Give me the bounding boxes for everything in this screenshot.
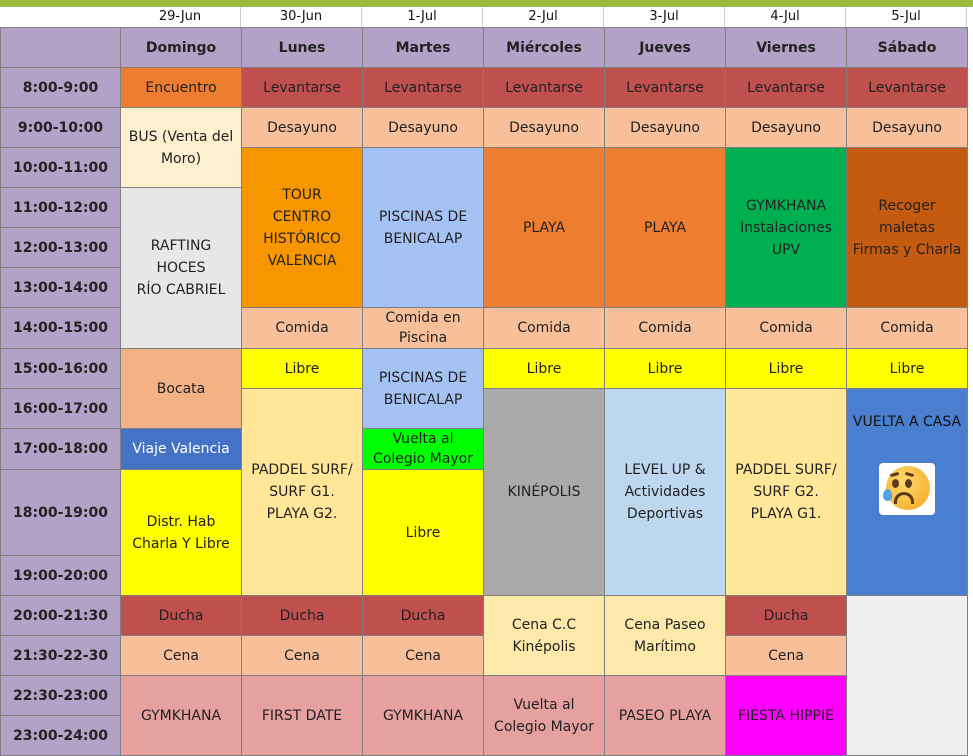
time-label: 15:00-16:00 (0, 348, 121, 389)
activity-cell: FIRST DATE (241, 675, 363, 756)
activity-cell: PISCINAS DE BENICALAP (362, 348, 484, 429)
activity-cell: PLAYA (604, 147, 726, 308)
time-label: 13:00-14:00 (0, 267, 121, 308)
activity-cell: Libre (725, 348, 847, 389)
activity-cell: Levantarse (362, 67, 484, 108)
activity-cell: PLAYA (483, 147, 605, 308)
activity-cell: Libre (604, 348, 726, 389)
activity-cell: Comida (604, 307, 726, 349)
activity-cell: RAFTING HOCES RÍO CABRIEL (120, 187, 242, 349)
activity-cell: Bocata (120, 348, 242, 429)
day-header: Viernes (725, 27, 847, 68)
activity-cell: Desayuno (241, 107, 363, 148)
activity-cell: KINÉPOLIS (483, 388, 605, 596)
activity-cell: PADDEL SURF/ SURF G1. PLAYA G2. (241, 388, 363, 596)
activity-cell: PISCINAS DE BENICALAP (362, 147, 484, 308)
time-label: 11:00-12:00 (0, 187, 121, 228)
activity-cell: Cena Paseo Marítimo (604, 595, 726, 676)
activity-cell: TOUR CENTRO HISTÓRICO VALENCIA (241, 147, 363, 308)
date-row: 29-Jun 30-Jun 1-Jul 2-Jul 3-Jul 4-Jul 5-… (0, 7, 973, 27)
activity-cell: Comida (483, 307, 605, 349)
date-cell: 2-Jul (483, 7, 604, 27)
activity-cell: Desayuno (483, 107, 605, 148)
activity-cell: BUS (Venta del Moro) (120, 107, 242, 188)
activity-cell: Cena (725, 635, 847, 676)
date-cell: 29-Jun (120, 7, 241, 27)
time-label: 19:00-20:00 (0, 555, 121, 596)
activity-cell: Comida (725, 307, 847, 349)
time-label: 10:00-11:00 (0, 147, 121, 188)
activity-cell: Ducha (362, 595, 484, 636)
activity-cell: PASEO PLAYA (604, 675, 726, 756)
activity-cell: Levantarse (241, 67, 363, 108)
activity-cell: GYMKHANA (120, 675, 242, 756)
day-header: Martes (362, 27, 484, 68)
activity-cell: Desayuno (725, 107, 847, 148)
activity-cell: Desayuno (362, 107, 484, 148)
corner-cell (0, 27, 121, 68)
activity-cell: GYMKHANA (362, 675, 484, 756)
activity-cell: VUELTA A CASA (846, 388, 968, 596)
activity-cell: Comida (241, 307, 363, 349)
activity-cell: Desayuno (846, 107, 968, 148)
date-cell: 3-Jul (604, 7, 725, 27)
time-label: 21:30-22-30 (0, 635, 121, 676)
date-cell: 4-Jul (725, 7, 846, 27)
activity-cell: Encuentro (120, 67, 242, 108)
activity-cell: Viaje Valencia (120, 428, 242, 470)
activity-cell: Libre (483, 348, 605, 389)
activity-cell: Levantarse (725, 67, 847, 108)
vuelta-a-casa-label: VUELTA A CASA (852, 414, 962, 430)
activity-cell: Libre (362, 469, 484, 596)
time-label: 17:00-18:00 (0, 428, 121, 470)
date-cell: 30-Jun (241, 7, 362, 27)
time-label: 14:00-15:00 (0, 307, 121, 349)
time-label: 16:00-17:00 (0, 388, 121, 429)
activity-cell: Desayuno (604, 107, 726, 148)
activity-cell: Distr. Hab Charla Y Libre (120, 469, 242, 596)
activity-cell: Ducha (725, 595, 847, 636)
time-label: 23:00-24:00 (0, 715, 121, 756)
activity-cell: Comida (846, 307, 968, 349)
activity-cell: LEVEL UP & Actividades Deportivas (604, 388, 726, 596)
activity-cell: Levantarse (604, 67, 726, 108)
activity-cell: PADDEL SURF/ SURF G2. PLAYA G1. (725, 388, 847, 596)
time-label: 8:00-9:00 (0, 67, 121, 108)
activity-cell: Recoger maletas Firmas y Charla (846, 147, 968, 308)
date-cell: 1-Jul (362, 7, 483, 27)
day-header: Sábado (846, 27, 968, 68)
activity-cell: Vuelta al Colegio Mayor (483, 675, 605, 756)
activity-cell: Cena (362, 635, 484, 676)
activity-cell: Ducha (120, 595, 242, 636)
time-label: 12:00-13:00 (0, 227, 121, 268)
time-label: 20:00-21:30 (0, 595, 121, 636)
activity-cell: Cena C.C Kinépolis (483, 595, 605, 676)
time-label: 9:00-10:00 (0, 107, 121, 148)
activity-cell: FIESTA HIPPIE (725, 675, 847, 756)
activity-cell: GYMKHANA Instalaciones UPV (725, 147, 847, 308)
day-header: Miércoles (483, 27, 605, 68)
activity-cell: Ducha (241, 595, 363, 636)
time-label: 18:00-19:00 (0, 469, 121, 556)
date-cell: 5-Jul (846, 7, 967, 27)
time-label: 22:30-23:00 (0, 675, 121, 716)
top-accent-bar (0, 0, 973, 7)
day-header: Jueves (604, 27, 726, 68)
empty-cell (846, 595, 968, 756)
anxious-face-with-sweat-icon (879, 463, 935, 515)
activity-cell: Vuelta al Colegio Mayor (362, 428, 484, 470)
schedule-table: Domingo Lunes Martes Miércoles Jueves Vi… (0, 27, 968, 756)
activity-cell: Libre (241, 348, 363, 389)
activity-cell: Comida en Piscina (362, 307, 484, 349)
day-header: Domingo (120, 27, 242, 68)
activity-cell: Levantarse (846, 67, 968, 108)
activity-cell: Libre (846, 348, 968, 389)
day-header: Lunes (241, 27, 363, 68)
activity-cell: Cena (241, 635, 363, 676)
activity-cell: Levantarse (483, 67, 605, 108)
activity-cell: Cena (120, 635, 242, 676)
